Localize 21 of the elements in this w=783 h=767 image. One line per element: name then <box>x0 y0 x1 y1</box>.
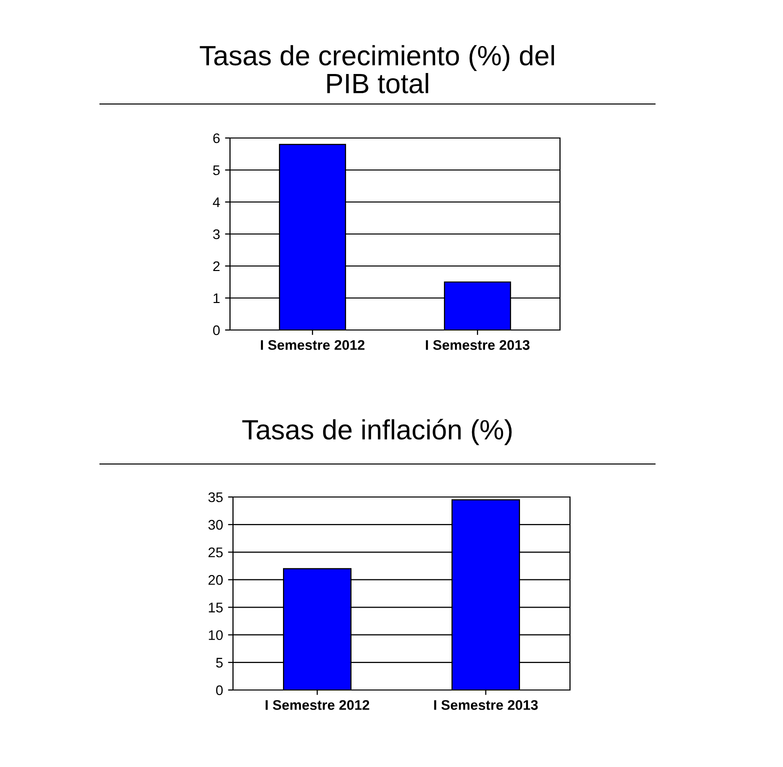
y-tick-label: 25 <box>208 547 223 558</box>
x-tick-label: I Semestre 2012 <box>266 700 370 710</box>
y-tick-label: 1 <box>214 293 220 304</box>
x-tick-label: I Semestre 2012 <box>260 340 364 350</box>
y-tick-label: 0 <box>216 685 223 696</box>
y-tick-label: 5 <box>216 658 223 668</box>
x-tick-label: I Semestre 2013 <box>434 700 538 710</box>
y-tick-label: 35 <box>208 492 223 502</box>
chart-title: Tasas de inflación (%) <box>242 418 512 446</box>
y-tick-label: 20 <box>208 575 223 585</box>
x-tick-label: I Semestre 2013 <box>426 340 530 350</box>
y-tick-label: 4 <box>212 197 220 208</box>
y-tick-label: 6 <box>213 133 220 144</box>
y-tick-label: 2 <box>213 261 220 272</box>
y-tick-label: 3 <box>213 229 220 240</box>
y-tick-label: 5 <box>213 165 220 176</box>
y-tick-label: 0 <box>213 325 220 336</box>
y-tick-label: 30 <box>208 520 223 530</box>
y-tick-label: 10 <box>208 630 223 640</box>
y-tick-label: 15 <box>208 602 223 612</box>
chart-title: Tasas de crecimiento (%) del PIB total <box>200 45 554 94</box>
